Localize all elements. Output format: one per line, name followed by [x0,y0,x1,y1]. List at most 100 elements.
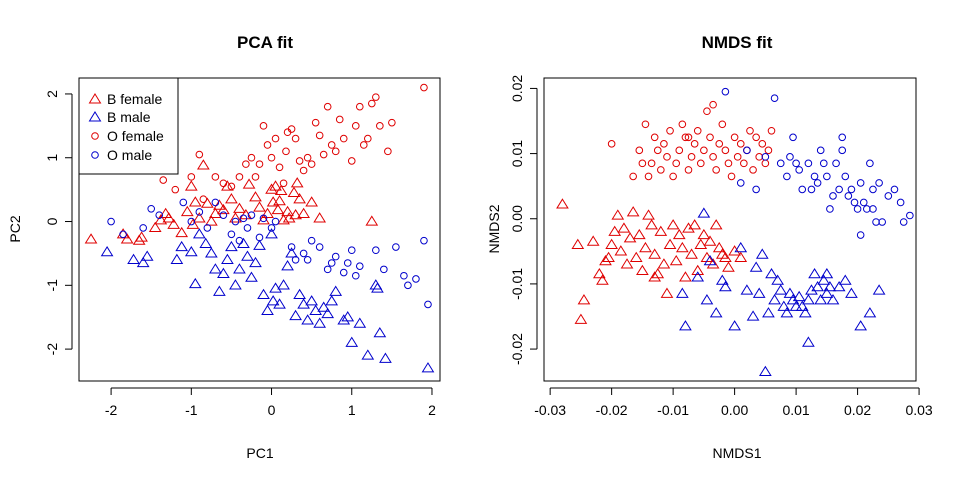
data-point [764,146,773,155]
data-point [217,203,230,215]
data-point [384,147,392,156]
data-point [675,241,689,253]
data-point [388,118,396,127]
data-point [577,294,591,305]
data-point [808,267,821,279]
data-point [697,228,711,240]
data-point [225,240,238,252]
data-point [219,211,228,219]
data-point [175,240,189,252]
data-point [231,217,240,226]
data-point [605,238,618,249]
data-point [743,146,751,155]
data-point [274,184,288,196]
data-point [325,295,339,306]
data-point [807,185,816,194]
data-point [703,107,711,116]
data-point [847,185,856,194]
data-point [229,279,242,290]
data-point [420,83,428,92]
data-point [404,281,412,290]
data-point [599,254,612,266]
data-point [823,281,837,292]
nmds-series-b-female [556,198,748,324]
data-point [878,218,886,226]
data-point [311,118,320,127]
data-point [247,211,256,219]
triangle-marker-icon [88,93,102,104]
data-point [289,309,302,321]
data-point [679,320,692,331]
data-point [648,271,662,282]
data-point [249,191,262,202]
data-point [672,228,686,240]
data-point [706,133,714,142]
nmds-y-tick-label: -0.02 [509,333,525,365]
data-point [647,159,656,168]
data-point [770,94,779,102]
data-point [838,133,847,142]
pca-x-tick-label: 0 [268,402,276,418]
data-point [307,160,316,168]
data-point [767,126,776,135]
data-point [225,193,238,204]
data-point [786,294,800,305]
data-point [657,258,671,269]
data-point [247,153,256,162]
nmds-x-tick-label: 0.03 [905,402,932,418]
data-point [261,207,274,219]
data-point [154,214,168,225]
legend-label-o-female: O female [107,128,164,144]
data-point [639,241,652,253]
legend-label-b-female: B female [107,91,162,107]
data-point [752,133,760,142]
data-point [856,179,865,187]
data-point [617,222,631,233]
data-point [728,245,741,256]
data-point [712,241,726,253]
data-point [372,93,380,101]
data-point [802,336,815,347]
data-point [243,224,252,232]
data-point [192,228,206,239]
data-point [685,248,698,259]
data-point [167,218,181,229]
data-point [303,153,312,162]
data-point [291,134,300,143]
legend-label-o-male: O male [107,147,152,163]
data-point [371,282,384,293]
data-point [209,263,222,274]
data-point [832,281,846,292]
data-point [237,237,250,248]
data-point [327,141,336,149]
data-point [323,265,332,274]
data-point [844,192,853,200]
data-point [282,212,296,223]
data-point [777,300,791,311]
data-point [805,284,818,295]
data-point [669,254,683,266]
data-point [355,102,364,111]
data-point [155,211,164,219]
pca-x-tick-label: 2 [428,402,436,418]
data-point [694,238,708,249]
data-point [273,298,286,309]
data-point [251,173,260,181]
pca-x-tick-label: 1 [348,402,356,418]
data-point [740,159,748,168]
data-point [424,300,432,309]
data-point [820,267,834,279]
data-point [703,254,717,266]
data-point [688,219,702,230]
data-point [213,285,226,296]
data-point [353,317,367,328]
data-point [347,157,356,165]
legend-entry-o-female: O female [91,128,164,144]
data-point [203,224,212,232]
data-point [245,271,258,282]
data-point [392,243,400,251]
nmds-y-tick-label: 0.02 [509,75,525,102]
data-point [205,247,218,258]
data-point [869,205,877,213]
data-point [715,140,724,148]
